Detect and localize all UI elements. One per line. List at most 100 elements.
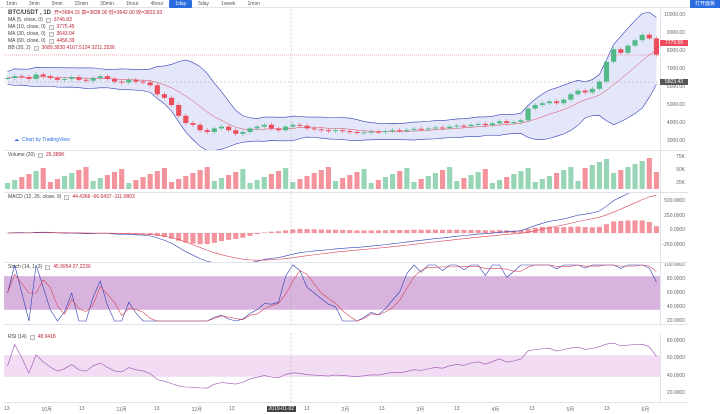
timeframe-30min[interactable]: 30min xyxy=(100,0,114,7)
settings-square[interactable] xyxy=(64,195,70,200)
volume-bar xyxy=(411,182,417,189)
indicator-row[interactable]: MA (5, close, 0) 3746.83 xyxy=(8,17,162,24)
volume-bar xyxy=(354,172,360,189)
indicator-value: 3775.45 xyxy=(56,24,75,30)
settings-square[interactable] xyxy=(33,46,39,51)
volume-bar xyxy=(133,180,139,189)
macd-hist xyxy=(154,233,160,236)
candle xyxy=(390,130,396,132)
candle xyxy=(347,131,353,133)
rsi-pane[interactable]: 80.0000 60.0000 40.0000 20.0000 RSI (14) 48.… xyxy=(4,333,688,403)
candle xyxy=(532,105,538,109)
candle xyxy=(418,128,424,130)
candle xyxy=(176,105,182,116)
macd-hist xyxy=(632,220,638,233)
candle xyxy=(340,130,346,132)
timeframe-15min[interactable]: 15min xyxy=(74,0,89,7)
candle xyxy=(461,125,467,127)
candle xyxy=(603,61,610,82)
settings-square[interactable] xyxy=(48,39,54,44)
macd-hist xyxy=(582,227,588,233)
open-panel-button[interactable]: 打开面板 xyxy=(690,0,720,8)
macd-hist xyxy=(197,233,203,245)
volume-bar xyxy=(539,179,545,189)
volume-bar xyxy=(439,170,446,189)
timeframe-4hour[interactable]: 4hour xyxy=(150,0,164,7)
candlestick-chart[interactable] xyxy=(4,9,660,151)
indicator-row[interactable]: MA (10, close, 0) 3775.45 xyxy=(8,24,162,31)
timeframe-1week[interactable]: 1week xyxy=(221,0,236,7)
macd-hist xyxy=(646,221,652,233)
settings-square[interactable] xyxy=(45,265,51,270)
rsi-chart xyxy=(4,333,660,402)
price-pane[interactable]: 10000.00 9000.00 8000.00 7000.00 6000.00 5000… xyxy=(4,9,688,151)
volume-bar xyxy=(76,170,82,189)
timeframe-1mon[interactable]: 1mon xyxy=(247,0,261,7)
volume-bar xyxy=(126,183,132,189)
candle xyxy=(19,76,25,78)
macd-hist xyxy=(354,230,360,233)
candle xyxy=(147,82,153,86)
settings-square[interactable] xyxy=(29,335,35,340)
candle xyxy=(297,124,303,126)
settings-square[interactable] xyxy=(48,32,54,37)
time-label: 2月 xyxy=(341,407,350,413)
macd-hist xyxy=(468,229,474,233)
volume-bar xyxy=(454,181,460,189)
candle xyxy=(468,124,474,127)
timeframe-5min[interactable]: 5min xyxy=(51,0,63,7)
bollinger-lower xyxy=(7,84,657,150)
time-axis[interactable]: 13 10月 13 11月 13 12月 13 2019-01-02 13 2月 13 3月 13 4月 1… xyxy=(4,404,688,414)
macd-hist xyxy=(161,233,167,238)
timeframe-1day[interactable]: 1day xyxy=(169,0,193,8)
timeframe-1min[interactable]: 1min xyxy=(6,0,17,7)
volume-pane[interactable]: 75K 50K 25K Volume (20) 26.389K xyxy=(4,151,688,193)
candle xyxy=(126,79,132,83)
time-label: 5月 xyxy=(566,407,575,413)
volume-bar xyxy=(54,179,61,189)
time-label: 10月 xyxy=(41,407,53,413)
volume-bar xyxy=(62,176,68,189)
volume-bar xyxy=(176,179,182,189)
indicator-row[interactable]: MA (60, close, 0) 4456.39 xyxy=(8,38,162,45)
candle xyxy=(261,124,267,127)
tradingview-credit[interactable]: ☁ Chart by TradingView xyxy=(14,137,70,143)
indicator-label: MA (10, close, 0) xyxy=(8,24,46,30)
macd-hist xyxy=(432,229,438,233)
candle xyxy=(247,128,253,132)
time-label: 2019-01-02 xyxy=(266,406,297,412)
macd-chart xyxy=(4,193,660,262)
volume-bar xyxy=(247,183,253,189)
volume-bar xyxy=(47,182,53,189)
macd-line xyxy=(7,193,630,262)
timeframe-5day[interactable]: 5day xyxy=(198,0,210,7)
main-legend: BTC/USDT , 1D 开=3684.15 高=3838.00 低=3642.… xyxy=(8,10,162,52)
stoch-pane[interactable]: 100.0000 80.0000 60.0000 40.0000 20.0000 Sto… xyxy=(4,263,688,325)
volume-bar xyxy=(218,178,225,189)
macd-hist xyxy=(297,228,303,233)
settings-square[interactable] xyxy=(37,153,43,158)
settings-square[interactable] xyxy=(45,18,51,23)
axis-label: 40.0000 xyxy=(666,304,685,310)
macd-hist xyxy=(382,230,389,233)
volume-bar xyxy=(504,177,510,189)
volume-bar xyxy=(12,180,18,189)
candle xyxy=(411,128,417,130)
settings-square[interactable] xyxy=(48,25,54,30)
candle xyxy=(589,88,595,93)
volume-bar xyxy=(19,177,25,189)
indicator-row[interactable]: BB (20, 2) 3689.3830 4167.5124 3211.2536 xyxy=(8,45,162,52)
candle xyxy=(632,40,638,46)
timeframe-1hour[interactable]: 1hour xyxy=(125,0,139,7)
indicator-row[interactable]: MA (30, close, 0) 3643.04 xyxy=(8,31,162,38)
candle xyxy=(190,123,196,125)
volume-bar xyxy=(261,177,267,189)
candle xyxy=(447,126,453,129)
candle xyxy=(104,76,110,79)
macd-hist xyxy=(511,230,517,233)
volume-bar xyxy=(111,172,118,189)
timeframe-3min[interactable]: 3min xyxy=(28,0,40,7)
macd-hist xyxy=(497,230,503,233)
stoch-axis: 100.0000 80.0000 60.0000 40.0000 20.0000 xyxy=(660,263,688,324)
macd-pane[interactable]: 500.0000 250.0000 0.0000 -250.0000 MACD (12… xyxy=(4,193,688,263)
